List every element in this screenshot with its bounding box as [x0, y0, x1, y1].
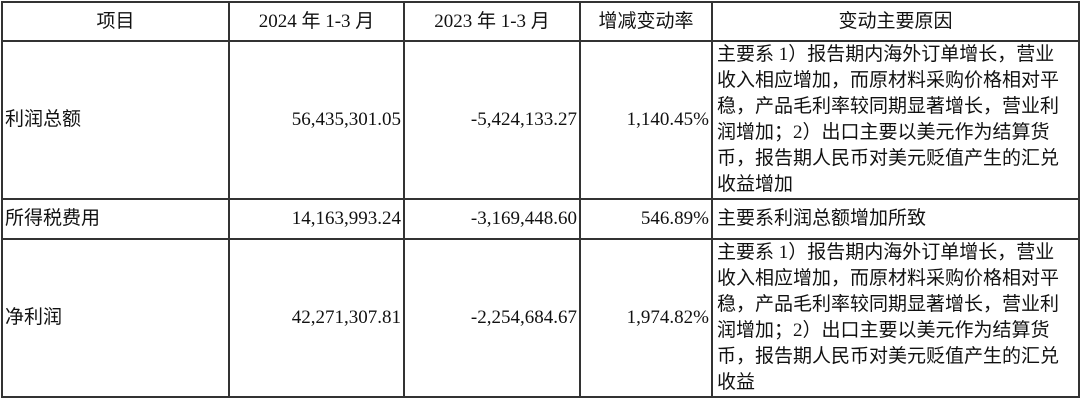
reason-line: 收入相应增加，而原材料采购价格相对平	[717, 70, 1060, 91]
reason-line: 收益	[717, 372, 756, 393]
reason-line: 收入相应增加，而原材料采购价格相对平	[717, 268, 1060, 289]
reason-cell: 主要系 1）报告期内海外订单增长，营业 收入相应增加，而原材料采购价格相对平 稳，产…	[711, 238, 1080, 398]
reason-line: 润增加；2）出口主要以美元作为结算货	[717, 122, 1050, 143]
change-cell: 546.89%	[579, 198, 713, 240]
reason-cell: 主要系 1）报告期内海外订单增长，营业 收入相应增加，而原材料采购价格相对平 稳，产…	[711, 40, 1080, 200]
value-2024-cell: 56,435,301.05	[228, 40, 405, 200]
header-reason: 变动主要原因	[711, 1, 1080, 42]
reason-line: 收益增加	[717, 174, 794, 195]
reason-line: 币，报告期人民币对美元贬值产生的汇兑	[717, 148, 1060, 169]
reason-line: 主要系利润总额增加所致	[717, 208, 927, 229]
header-row: 项目 2024 年 1-3 月 2023 年 1-3 月 增减变动率 变动主要原…	[1, 1, 1080, 42]
reason-line: 稳，产品毛利率较同期显著增长，营业利	[717, 96, 1060, 117]
reason-line: 主要系 1）报告期内海外订单增长，营业	[717, 242, 1055, 263]
value-2024-cell: 42,271,307.81	[228, 238, 405, 398]
reason-line: 润增加；2）出口主要以美元作为结算货	[717, 320, 1050, 341]
header-item: 项目	[1, 1, 230, 42]
change-cell: 1,974.82%	[579, 238, 713, 398]
value-2023-cell: -5,424,133.27	[403, 40, 581, 200]
reason-line: 币，报告期人民币对美元贬值产生的汇兑	[717, 346, 1060, 367]
table-row: 净利润 42,271,307.81 -2,254,684.67 1,974.82% 主要…	[1, 238, 1080, 398]
header-2023: 2023 年 1-3 月	[403, 1, 581, 42]
header-2024: 2024 年 1-3 月	[228, 1, 405, 42]
value-2023-cell: -3,169,448.60	[403, 198, 581, 240]
reason-cell: 主要系利润总额增加所致	[711, 198, 1080, 240]
item-cell: 净利润	[1, 238, 230, 398]
reason-line: 稳，产品毛利率较同期显著增长，营业利	[717, 294, 1060, 315]
table-row: 利润总额 56,435,301.05 -5,424,133.27 1,140.45% 主…	[1, 40, 1080, 200]
header-change: 增减变动率	[579, 1, 713, 42]
table-row: 所得税费用 14,163,993.24 -3,169,448.60 546.89% 主要…	[1, 198, 1080, 240]
value-2023-cell: -2,254,684.67	[403, 238, 581, 398]
value-2024-cell: 14,163,993.24	[228, 198, 405, 240]
profit-table: 项目 2024 年 1-3 月 2023 年 1-3 月 增减变动率 变动主要原…	[1, 1, 1080, 398]
item-cell: 利润总额	[1, 40, 230, 200]
change-cell: 1,140.45%	[579, 40, 713, 200]
reason-line: 主要系 1）报告期内海外订单增长，营业	[717, 44, 1055, 65]
item-cell: 所得税费用	[1, 198, 230, 240]
